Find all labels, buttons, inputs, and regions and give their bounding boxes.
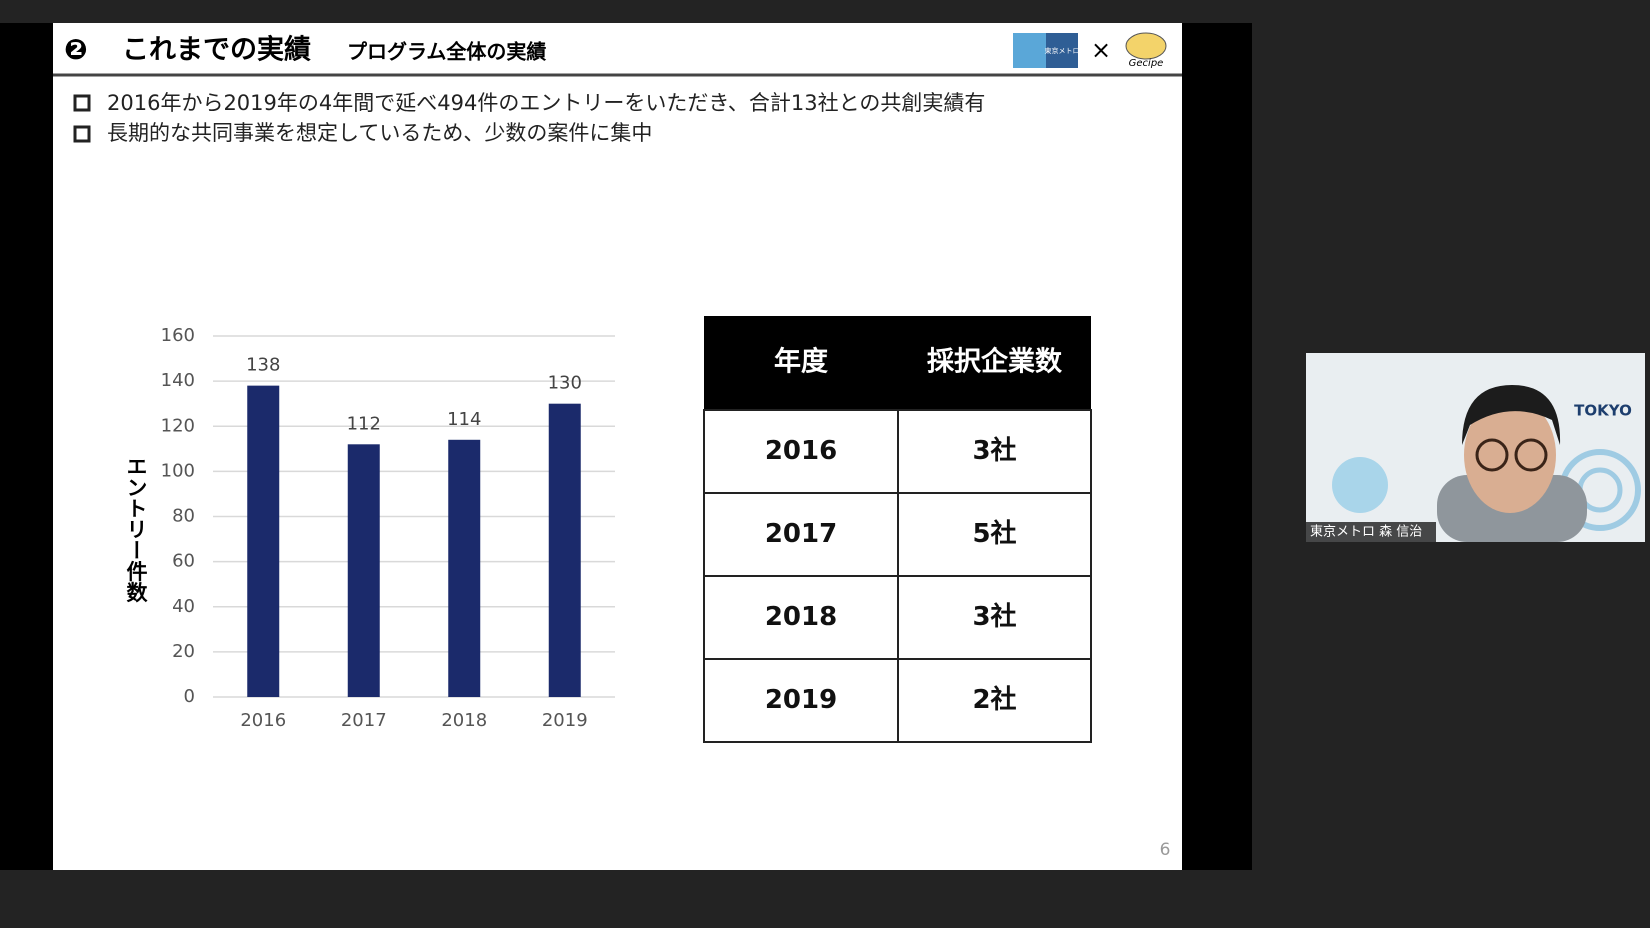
glasses xyxy=(1514,438,1548,472)
slide-subtitle: プログラム全体の実績 xyxy=(347,40,546,64)
bar xyxy=(347,444,380,697)
section-number: ❷ xyxy=(64,33,88,66)
y-tick-label: 120 xyxy=(161,415,195,436)
bar xyxy=(548,403,581,697)
y-tick-label: 80 xyxy=(172,506,195,527)
y-tick-label: 140 xyxy=(161,370,195,391)
bar xyxy=(448,439,481,697)
y-tick-label: 160 xyxy=(161,325,195,346)
x-tick-label: 2019 xyxy=(542,710,588,731)
table-header: 年度 xyxy=(774,346,828,378)
data-label: 114 xyxy=(447,409,481,430)
video-shape xyxy=(1332,457,1388,513)
y-tick-label: 40 xyxy=(172,596,195,617)
bullet-box xyxy=(73,94,91,112)
table-cell-text: 3社 xyxy=(972,435,1016,466)
table-header-bg xyxy=(704,316,1091,410)
x-tick-label: 2016 xyxy=(240,710,286,731)
metro-logo: 東京メトロ xyxy=(1045,46,1080,55)
partner-logo: Gecipe xyxy=(1129,58,1164,69)
video-tile: TOKYO 東京メトロ 森 信治 xyxy=(1306,353,1645,542)
table-header: 採択企業数 xyxy=(927,346,1063,378)
table-cell-text: 2016 xyxy=(765,436,837,466)
bullet-box xyxy=(73,125,91,143)
table-cell xyxy=(703,492,899,577)
bullet: 長期的な共同事業を想定しているため、少数の案件に集中 xyxy=(107,121,652,145)
person-head xyxy=(1464,397,1556,513)
table-cell xyxy=(703,658,899,743)
separator: × xyxy=(1091,36,1111,64)
metro-icon xyxy=(1013,33,1046,68)
y-axis-label: エントリー件数 xyxy=(124,456,148,604)
table: 年度 採択企業数 2016 3社 2017 5社 2018 3社 2019 2社 xyxy=(703,316,1092,743)
participant-name: 東京メトロ 森 信治 xyxy=(1310,524,1422,540)
gecipe-icon xyxy=(1125,32,1167,60)
bullet: 2016年から2019年の4年間で延べ494件のエントリーをいただき、合計13社… xyxy=(107,91,985,115)
data-label: 112 xyxy=(347,413,381,434)
badge: TOKYO xyxy=(1574,402,1632,420)
table-cell xyxy=(897,409,1092,494)
name-bg xyxy=(1306,522,1436,542)
table-cell-text: 2017 xyxy=(765,519,837,549)
y-tick-label: 20 xyxy=(172,641,195,662)
table-cell-text: 2019 xyxy=(765,685,837,715)
metro-logo-box xyxy=(1046,33,1078,68)
person-hair xyxy=(1462,385,1561,445)
table-cell-text: 3社 xyxy=(972,601,1016,632)
table-cell xyxy=(897,575,1092,660)
x-tick-label: 2018 xyxy=(441,710,487,731)
data-label: 138 xyxy=(246,355,280,376)
data-label: 130 xyxy=(548,373,582,394)
table-cell-text: 2社 xyxy=(972,684,1016,715)
glasses xyxy=(1475,438,1509,472)
table-cell-text: 2018 xyxy=(765,602,837,632)
y-tick-label: 0 xyxy=(184,686,195,707)
page-number: 6 xyxy=(1160,840,1171,860)
slide-title: これまでの実績 xyxy=(122,34,311,66)
bar xyxy=(247,385,280,697)
y-tick-label: 100 xyxy=(161,460,195,481)
x-tick-label: 2017 xyxy=(341,710,387,731)
table-cell-text: 5社 xyxy=(972,518,1016,549)
table-cell xyxy=(703,409,899,494)
table-cell xyxy=(897,658,1092,743)
table-cell xyxy=(897,492,1092,577)
y-tick-label: 60 xyxy=(172,551,195,572)
